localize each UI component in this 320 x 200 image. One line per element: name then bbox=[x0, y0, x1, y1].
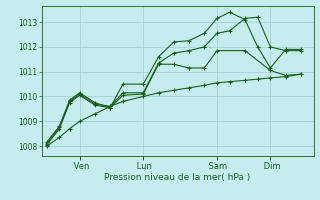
X-axis label: Pression niveau de la mer( hPa ): Pression niveau de la mer( hPa ) bbox=[104, 173, 251, 182]
